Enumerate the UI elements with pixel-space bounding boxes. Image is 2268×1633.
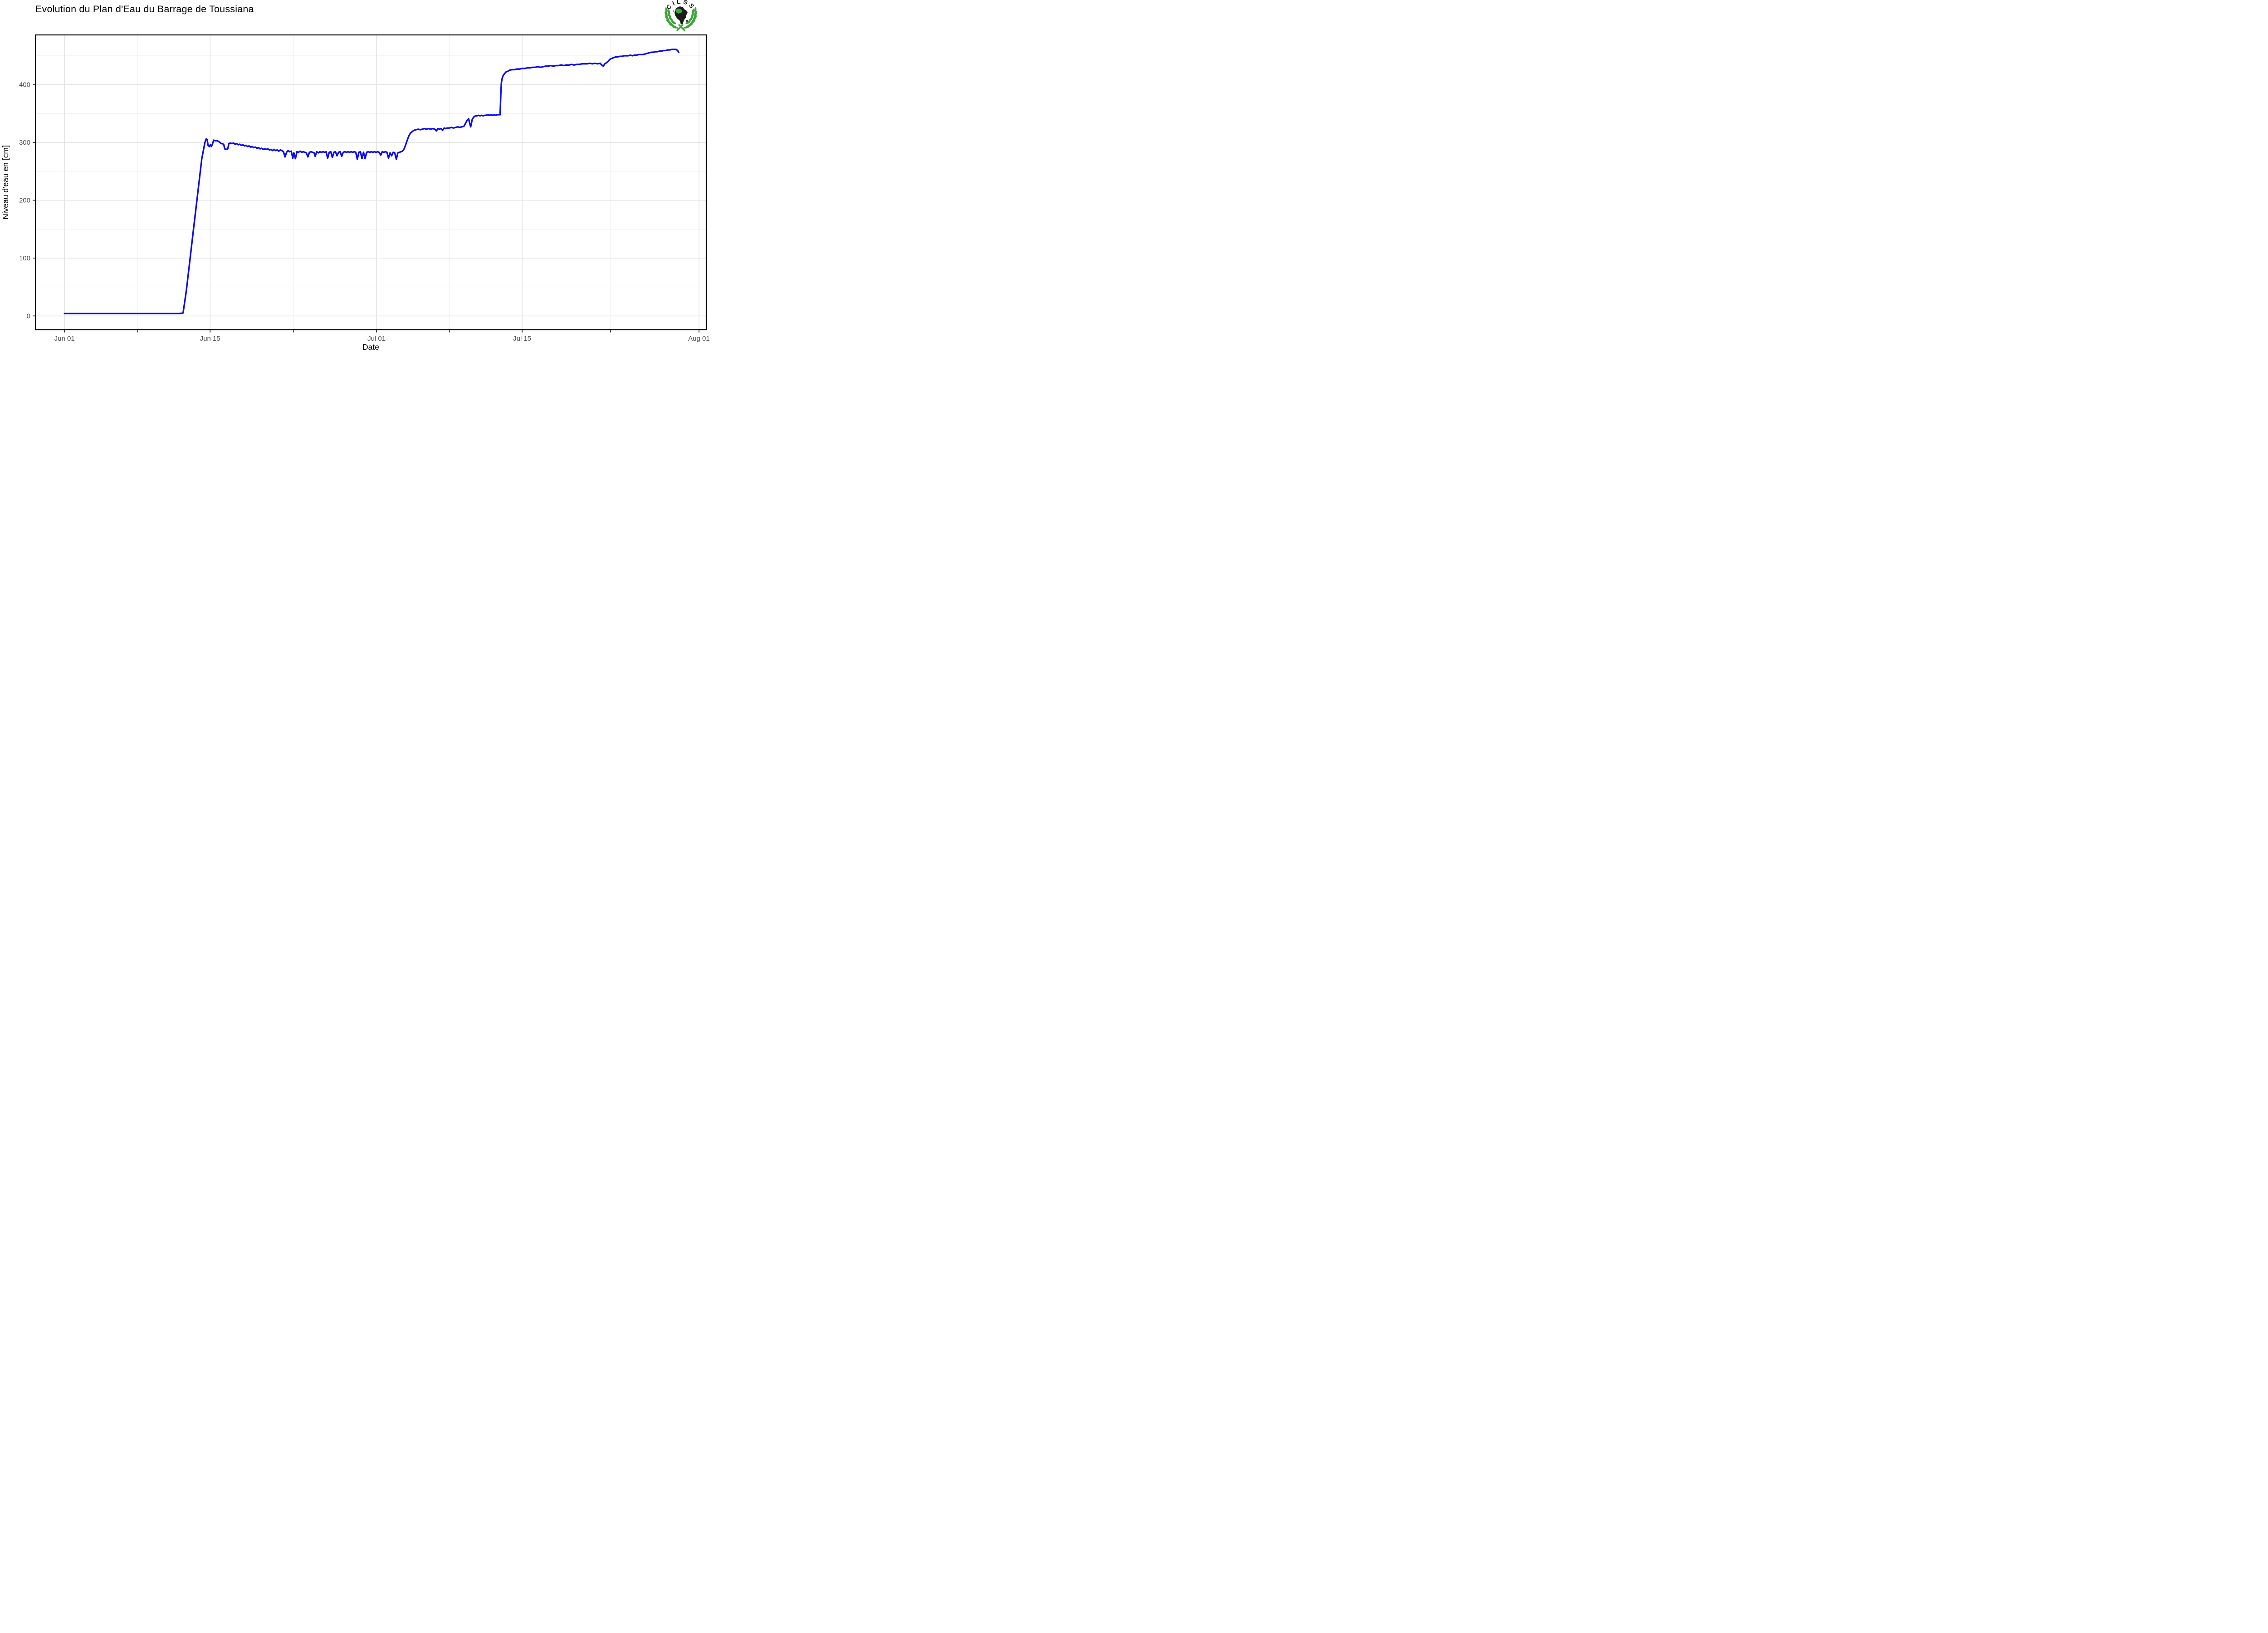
page: Jun 01 Jun 15 Jul 01 Jul 15 Aug 01 0 100 200 300… bbox=[0, 0, 711, 356]
y-axis-title: Niveau d'eau en [cm] bbox=[1, 145, 10, 220]
x-axis-title: Date bbox=[362, 342, 379, 352]
y-tick-label: 100 bbox=[19, 254, 30, 262]
y-tick-label: 300 bbox=[19, 139, 30, 147]
x-tick-label: Aug 01 bbox=[688, 335, 710, 342]
x-tick-label: Jun 01 bbox=[54, 335, 75, 342]
wreath-icon bbox=[664, 6, 698, 32]
y-tick-label: 0 bbox=[27, 312, 30, 320]
chart-title: Evolution du Plan d'Eau du Barrage de To… bbox=[35, 4, 254, 15]
water-level-line bbox=[64, 49, 679, 314]
cilss-logo: CILSS bbox=[664, 0, 698, 32]
water-level-chart: Jun 01 Jun 15 Jul 01 Jul 15 Aug 01 0 100 200 300… bbox=[1, 34, 710, 352]
y-tick-label: 200 bbox=[19, 197, 30, 205]
x-tick-label: Jul 15 bbox=[513, 335, 531, 342]
africa-map-icon bbox=[673, 6, 688, 24]
x-tick-label: Jun 15 bbox=[200, 335, 220, 342]
y-tick-label: 400 bbox=[19, 81, 30, 89]
panel-border bbox=[34, 34, 707, 331]
x-tick-label: Jul 01 bbox=[367, 335, 386, 342]
